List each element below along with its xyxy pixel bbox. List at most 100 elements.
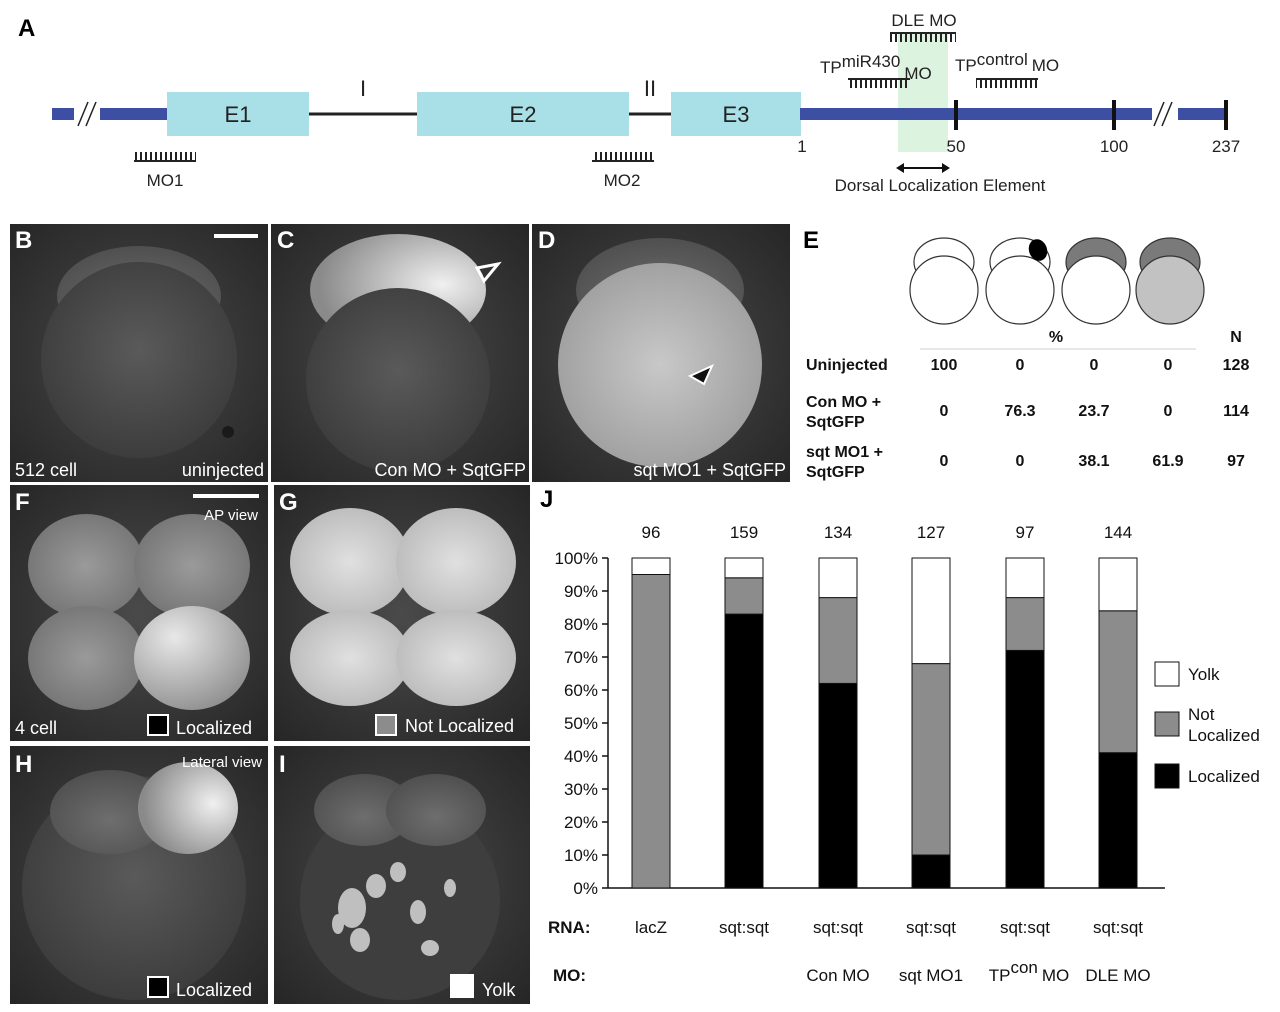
utr-tick-50 [954, 100, 958, 130]
panel-d: D sqt MO1 + SqtGFP [532, 224, 790, 482]
legend-label-g: Not Localized [405, 716, 514, 736]
y-tick-label: 20% [564, 813, 598, 832]
legend-swatch-localized-h [147, 976, 169, 998]
schematic-uninjected [909, 237, 979, 325]
bar-segment-yolk [818, 557, 858, 599]
schematic-yolk [1135, 237, 1205, 325]
intron-label-1: I [360, 76, 366, 101]
y-ticks: 0% 10% 20% 30% 40% 50% 60% 70% 80% 90% 100% [555, 549, 608, 898]
dle-arrow-left [896, 163, 904, 173]
dle-mo-mark [890, 32, 956, 42]
utr3 [800, 108, 1152, 120]
legend-label-yolk: Yolk [1188, 665, 1220, 684]
table-cell: 100 [931, 357, 958, 374]
cell-g-4 [396, 610, 516, 706]
panel-letter-g: G [279, 489, 298, 516]
panel-letter-e: E [803, 227, 819, 254]
table-row-label: Con MO + [806, 394, 881, 411]
bar-segment-not-localized [724, 577, 764, 615]
y-tick-label: 80% [564, 615, 598, 634]
embryo-d-yolk [558, 263, 762, 467]
table-cell-n: 114 [1223, 403, 1249, 420]
break-mark-right-2 [1161, 101, 1173, 127]
cell-g-3 [290, 610, 410, 706]
condition-label-b: uninjected [182, 460, 264, 480]
n-label: 97 [1016, 523, 1035, 542]
n-label: 159 [730, 523, 758, 542]
utr-tick-100 [1112, 100, 1116, 130]
bar-segment-not-localized [818, 597, 858, 684]
schematic-not-localized [1061, 237, 1131, 325]
stage-label-b: 512 cell [15, 460, 77, 480]
bar-segment-localized [724, 613, 764, 889]
n-labels: 96 159 134 127 97 144 [642, 523, 1133, 542]
table-cell: 76.3 [1004, 403, 1035, 420]
tp-control-mo-mark [976, 78, 1038, 88]
yolk-fluorescence-i [332, 862, 456, 956]
y-tick-label: 40% [564, 747, 598, 766]
panel-letter-f: F [15, 489, 30, 516]
table-cell: 0 [1016, 357, 1025, 374]
bar-segment-not-localized [1098, 610, 1138, 754]
legend-label-not: Not [1188, 705, 1215, 724]
condition-label-d: sqt MO1 + SqtGFP [633, 460, 786, 480]
scale-bar-b [214, 234, 258, 238]
rna-labels: lacZ sqt:sqt sqt:sqt sqt:sqt sqt:sqt sqt:sqt [635, 918, 1143, 937]
panel-h: H Lateral view Localized [10, 746, 268, 1004]
cell-f-4 [134, 606, 250, 710]
exon-label-e3: E3 [723, 102, 750, 127]
break-mark-right-1 [1153, 101, 1165, 127]
schematic-localized [985, 237, 1055, 325]
break-mark-left-1 [77, 101, 89, 127]
cell-g-2 [396, 508, 516, 616]
y-tick-label: 60% [564, 681, 598, 700]
arrowhead-d [687, 364, 714, 386]
tp-mir430-mo-mark [848, 78, 910, 88]
mo1-label: MO1 [147, 171, 184, 190]
utr-pos-100: 100 [1100, 137, 1128, 156]
table-header-percent: % [1049, 329, 1063, 346]
cell-f-1 [28, 514, 144, 618]
legend-label-localized-2: Localized [1188, 726, 1260, 745]
bar-segment-yolk [1005, 557, 1045, 599]
rna-label: sqt:sqt [1093, 918, 1143, 937]
legend-label-f: Localized [176, 718, 252, 738]
table-cell: 0 [1164, 403, 1173, 420]
cell-g-1 [290, 508, 410, 616]
tp-control-mo-label: TPcontrol MO [955, 50, 1059, 75]
table-row-label-line2: SqtGFP [806, 464, 865, 481]
mo1-mark [134, 152, 196, 162]
dle-label: Dorsal Localization Element [835, 176, 1046, 195]
bar-segment-localized [911, 854, 951, 889]
stage-label-f: 4 cell [15, 718, 57, 738]
legend-swatch-localized [1154, 763, 1180, 789]
table-cell: 0 [940, 453, 949, 470]
bars [631, 557, 1138, 889]
bar-segment-yolk [724, 557, 764, 579]
utr-pos-1: 1 [797, 137, 806, 156]
table-cell-n: 128 [1223, 357, 1250, 374]
cell-f-2 [134, 514, 250, 618]
y-tick-label: 50% [564, 714, 598, 733]
panel-g: G Not Localized [274, 485, 530, 741]
rna-label: lacZ [635, 918, 667, 937]
cell-h-1 [50, 770, 170, 854]
exon-label-e1: E1 [225, 102, 252, 127]
dle-region-highlight [898, 32, 948, 152]
embryo-b-yolk [41, 262, 237, 458]
y-tick-label: 70% [564, 648, 598, 667]
panel-letter-b: B [15, 227, 32, 254]
table-row-label: Uninjected [806, 357, 888, 374]
legend-swatch-not-localized [1154, 711, 1180, 737]
table-cell: 0 [940, 403, 949, 420]
utr-tick-237 [1224, 100, 1228, 130]
exon-e3 [671, 92, 801, 136]
exon-e2 [417, 92, 629, 136]
arrowhead-c [474, 261, 502, 284]
legend-label-h: Localized [176, 980, 252, 1000]
bar-segment-not-localized [911, 663, 951, 856]
n-label: 127 [917, 523, 945, 542]
bar-segment-localized [1098, 752, 1138, 889]
n-label: 134 [824, 523, 852, 542]
panel-c: C Con MO + SqtGFP [271, 224, 529, 482]
